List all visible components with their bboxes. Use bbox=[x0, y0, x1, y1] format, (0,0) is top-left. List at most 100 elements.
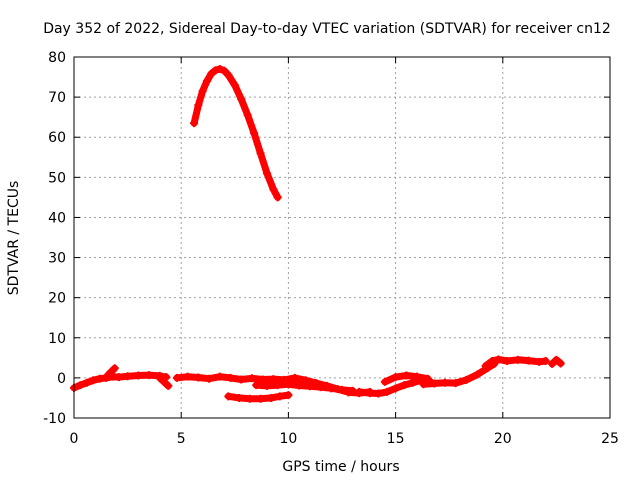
y-tick-label: 60 bbox=[48, 130, 66, 146]
data-point bbox=[513, 355, 522, 364]
data-point bbox=[338, 385, 346, 394]
x-axis-label: GPS time / hours bbox=[282, 459, 399, 475]
data-point bbox=[262, 381, 271, 390]
data-point bbox=[115, 373, 124, 382]
data-point bbox=[207, 69, 216, 78]
data-point bbox=[380, 377, 389, 386]
data-point bbox=[365, 389, 374, 398]
data-point bbox=[183, 372, 192, 381]
y-tick-label: 80 bbox=[48, 50, 66, 66]
data-point bbox=[202, 77, 211, 86]
data-point bbox=[211, 66, 220, 75]
data-point bbox=[224, 392, 233, 401]
series-arc-high bbox=[190, 65, 282, 201]
data-point bbox=[267, 393, 276, 402]
data-point bbox=[284, 391, 293, 400]
data-series-group bbox=[70, 65, 565, 403]
data-point bbox=[419, 380, 428, 389]
axis-ticks bbox=[73, 56, 611, 419]
data-point bbox=[145, 371, 154, 380]
y-tick-label: 30 bbox=[48, 251, 66, 267]
data-point bbox=[430, 379, 439, 388]
data-point bbox=[224, 71, 233, 80]
data-point bbox=[205, 374, 214, 383]
data-point bbox=[481, 361, 490, 370]
y-tick-label: 50 bbox=[48, 170, 66, 186]
data-point bbox=[348, 386, 357, 395]
y-tick-label: 0 bbox=[57, 371, 66, 387]
y-tick-label: -10 bbox=[43, 411, 66, 427]
data-point bbox=[235, 393, 244, 402]
data-point bbox=[237, 95, 246, 104]
plot-frame bbox=[73, 56, 611, 419]
data-point bbox=[230, 81, 239, 90]
data-point bbox=[89, 376, 98, 385]
data-point bbox=[451, 379, 460, 388]
data-point bbox=[134, 371, 143, 380]
data-point bbox=[494, 355, 503, 364]
data-point bbox=[355, 387, 364, 396]
data-point bbox=[402, 371, 411, 380]
data-point bbox=[290, 373, 299, 382]
data-point bbox=[316, 383, 325, 392]
data-point bbox=[226, 373, 235, 382]
y-tick-label: 70 bbox=[48, 90, 66, 106]
data-point bbox=[243, 111, 252, 120]
data-point bbox=[440, 378, 449, 387]
y-tick-label: 20 bbox=[48, 291, 66, 307]
data-point bbox=[194, 373, 203, 382]
data-point bbox=[256, 149, 265, 158]
data-point bbox=[262, 169, 271, 178]
data-point bbox=[552, 355, 561, 364]
x-tick-label: 20 bbox=[494, 431, 512, 447]
data-point bbox=[252, 381, 261, 390]
data-point bbox=[273, 193, 282, 202]
data-point bbox=[413, 372, 422, 381]
data-point bbox=[190, 119, 199, 128]
data-point bbox=[123, 372, 132, 381]
data-point bbox=[275, 392, 284, 401]
data-point bbox=[295, 381, 304, 390]
data-point bbox=[524, 356, 533, 365]
data-point bbox=[247, 374, 256, 383]
data-point bbox=[76, 381, 85, 390]
data-point bbox=[305, 382, 314, 391]
x-tick-label: 0 bbox=[70, 431, 79, 447]
data-point bbox=[215, 65, 224, 74]
data-point bbox=[220, 66, 229, 75]
data-point bbox=[473, 370, 482, 379]
data-point bbox=[215, 372, 224, 381]
data-point bbox=[556, 359, 565, 368]
data-point bbox=[269, 375, 278, 384]
grid-lines bbox=[74, 57, 610, 418]
data-point bbox=[383, 387, 392, 396]
data-point bbox=[256, 394, 265, 403]
data-point bbox=[548, 359, 557, 368]
data-point bbox=[237, 375, 246, 384]
y-tick-label: 40 bbox=[48, 210, 66, 226]
x-tick-label: 5 bbox=[177, 431, 186, 447]
data-point bbox=[164, 381, 173, 390]
data-point bbox=[488, 357, 497, 366]
data-point bbox=[250, 129, 259, 138]
data-point bbox=[400, 381, 409, 390]
data-point bbox=[408, 378, 417, 387]
x-tick-label: 15 bbox=[387, 431, 405, 447]
data-point bbox=[198, 87, 207, 96]
x-tick-label: 25 bbox=[601, 431, 619, 447]
y-tick-label: 10 bbox=[48, 331, 66, 347]
data-point bbox=[327, 384, 336, 393]
data-point bbox=[110, 364, 119, 373]
data-point bbox=[374, 389, 383, 398]
data-point bbox=[245, 394, 254, 403]
data-point bbox=[172, 373, 181, 382]
data-point bbox=[269, 185, 278, 194]
data-point bbox=[194, 101, 203, 110]
data-point bbox=[391, 384, 400, 393]
y-axis-label: SDTVAR / TECUs bbox=[6, 181, 22, 296]
x-tick-label: 10 bbox=[279, 431, 297, 447]
data-point bbox=[462, 375, 471, 384]
data-point bbox=[284, 380, 293, 389]
